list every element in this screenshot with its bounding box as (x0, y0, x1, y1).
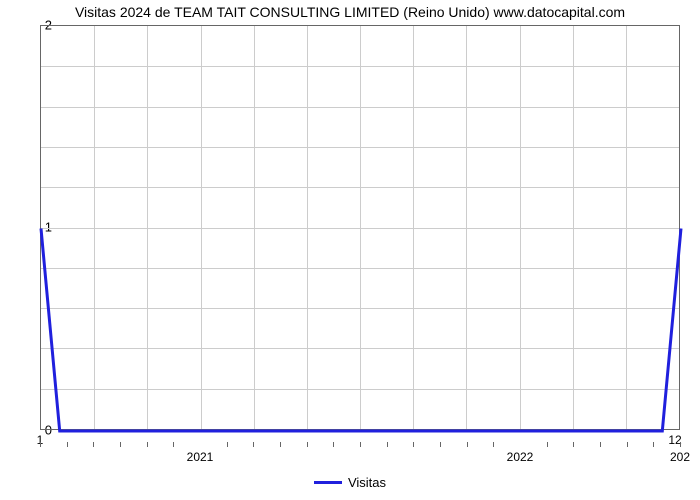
x-minor-tick (227, 442, 228, 447)
x-minor-tick (147, 442, 148, 447)
x-minor-tick (387, 442, 388, 447)
x-minor-tick (307, 442, 308, 447)
legend-label: Visitas (348, 475, 386, 490)
chart-container: Visitas 2024 de TEAM TAIT CONSULTING LIM… (0, 0, 700, 500)
x-minor-tick (120, 442, 121, 447)
x-minor-tick (173, 442, 174, 447)
x-minor-tick (440, 442, 441, 447)
x-minor-tick (573, 442, 574, 447)
x-major-label-2022: 2022 (507, 450, 534, 464)
x-bottom-right-label: 202 (670, 450, 690, 464)
x-minor-tick (280, 442, 281, 447)
x-minor-tick (360, 442, 361, 447)
plot-area (40, 25, 680, 430)
x-major-label-2021: 2021 (187, 450, 214, 464)
x-minor-tick (413, 442, 414, 447)
series-line (41, 229, 681, 432)
x-minor-tick (493, 442, 494, 447)
x-minor-tick (253, 442, 254, 447)
chart-title: Visitas 2024 de TEAM TAIT CONSULTING LIM… (0, 4, 700, 20)
legend: Visitas (0, 474, 700, 490)
plot-outer: 1 12 2021 2022 202 (40, 25, 680, 430)
x-minor-tick (467, 442, 468, 447)
x-minor-tick (333, 442, 334, 447)
x-minor-tick (600, 442, 601, 447)
x-minor-tick (67, 442, 68, 447)
legend-swatch (314, 481, 342, 484)
x-minor-tick (547, 442, 548, 447)
x-minor-tick (653, 442, 654, 447)
x-minor-tick (680, 442, 681, 447)
series-line-svg (41, 26, 681, 431)
x-minor-tick (93, 442, 94, 447)
x-minor-tick (627, 442, 628, 447)
x-minor-tick (40, 442, 41, 447)
